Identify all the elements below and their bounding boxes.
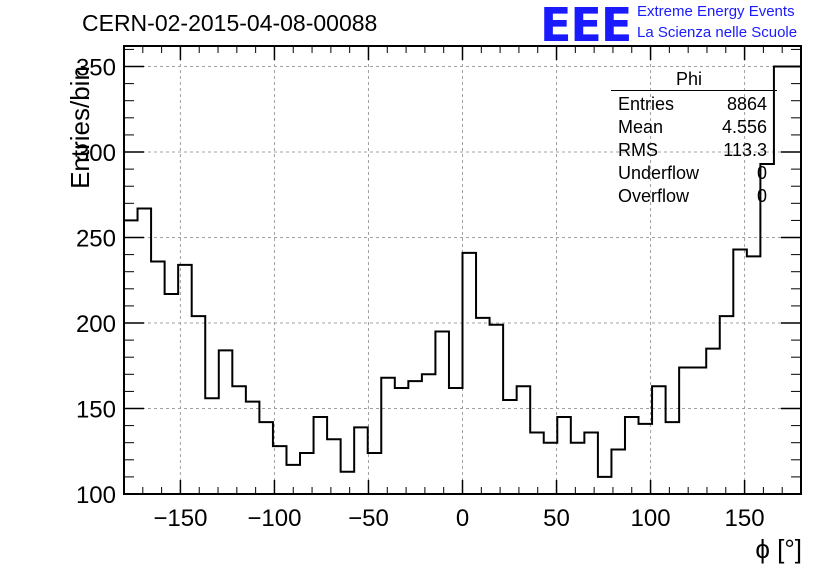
stats-title: Phi — [675, 69, 702, 89]
y-tick-label: 200 — [76, 311, 116, 338]
x-axis-ticks: −150 −100 −50 0 50 100 150 — [123, 46, 802, 532]
stats-value: 0 — [756, 186, 767, 206]
y-tick-label: 150 — [76, 397, 116, 424]
stats-label: Overflow — [618, 186, 690, 206]
stats-box: Phi Entries 8864 Mean 4.556 RMS 113.3 Un… — [611, 69, 777, 208]
eee-logo: EEE — [540, 0, 632, 52]
stats-label: Underflow — [618, 163, 700, 183]
stats-value: 0 — [756, 163, 767, 183]
y-tick-label: 100 — [76, 482, 116, 509]
y-tick-label: 250 — [76, 226, 116, 253]
x-tick-label: −150 — [153, 505, 207, 532]
x-tick-label: −50 — [348, 505, 389, 532]
logo-tagline-2: La Scienza nelle Scuole — [637, 24, 798, 41]
x-tick-label: 50 — [543, 505, 570, 532]
x-tick-label: 100 — [631, 505, 671, 532]
stats-label: RMS — [618, 140, 658, 160]
stats-value: 4.556 — [721, 117, 767, 137]
logo-tagline-1: Extreme Energy Events — [637, 3, 795, 20]
stats-row-underflow: Underflow 0 — [611, 162, 777, 185]
x-tick-label: 0 — [456, 505, 469, 532]
y-tick-label: 300 — [76, 140, 116, 167]
chart-title: CERN-02-2015-04-08-00088 — [82, 10, 378, 36]
stats-row-rms: RMS 113.3 — [611, 139, 777, 162]
stats-value: 113.3 — [723, 140, 767, 160]
y-axis-ticks: 100 150 200 250 300 350 — [76, 48, 801, 509]
x-tick-label: 150 — [725, 505, 765, 532]
x-axis-label: ϕ [°] — [755, 534, 802, 564]
x-tick-label: −100 — [247, 505, 301, 532]
y-axis-label: Entries/bin — [64, 66, 95, 189]
stats-value: 8864 — [726, 94, 767, 114]
histogram-series — [124, 65, 801, 478]
stats-divider — [611, 90, 777, 91]
stats-row-entries: Entries 8864 — [611, 93, 777, 116]
stats-label: Entries — [618, 94, 675, 114]
stats-row-mean: Mean 4.556 — [611, 116, 777, 139]
y-tick-label: 350 — [76, 55, 116, 82]
stats-row-overflow: Overflow 0 — [611, 185, 777, 208]
stats-label: Mean — [618, 117, 664, 137]
